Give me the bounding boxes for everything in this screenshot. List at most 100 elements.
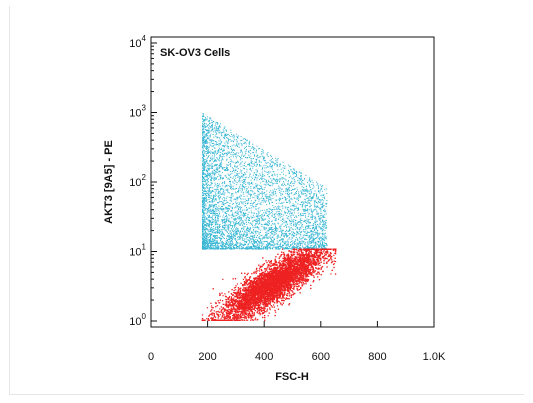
scatter-point-cyan [210,176,212,178]
scatter-point-cyan [202,167,204,169]
scatter-point-cyan [285,222,287,224]
scatter-point-cyan [290,168,292,170]
scatter-point-cyan [205,218,207,220]
scatter-point-cyan [216,235,218,237]
scatter-point-cyan [293,235,295,237]
scatter-point-cyan [251,241,253,243]
scatter-point-cyan [325,232,327,234]
scatter-point-cyan [227,228,229,230]
scatter-point-cyan [204,224,206,226]
scatter-point-cyan [300,202,302,204]
scatter-point-cyan [285,192,287,194]
scatter-point-cyan [207,120,209,122]
scatter-point-cyan [271,236,273,238]
scatter-point-cyan [220,177,222,179]
scatter-point-cyan [209,160,211,162]
scatter-point-cyan [256,248,258,250]
scatter-point-cyan [261,177,263,179]
scatter-point-cyan [252,217,254,219]
scatter-point-cyan [213,248,215,250]
scatter-point-cyan [234,198,236,200]
scatter-point-cyan [255,173,257,175]
scatter-point-cyan [207,243,209,245]
scatter-point-cyan [222,188,224,190]
scatter-point-cyan [212,243,214,245]
scatter-point-cyan [203,199,205,201]
scatter-point-cyan [244,219,246,221]
scatter-point-cyan [241,188,243,190]
scatter-point-cyan [286,241,288,243]
scatter-point-cyan [282,207,284,209]
scatter-point-cyan [264,186,266,188]
scatter-point-cyan [261,175,263,177]
scatter-point-cyan [204,187,206,189]
scatter-point-cyan [203,168,205,170]
scatter-point-cyan [209,216,211,218]
scatter-point-cyan [304,205,306,207]
scatter-point-cyan [248,141,250,143]
scatter-point-cyan [206,247,208,249]
scatter-point-cyan [218,143,220,145]
scatter-point-cyan [207,210,209,212]
scatter-point-cyan [300,178,302,180]
scatter-point-cyan [202,206,204,208]
scatter-point-cyan [271,182,273,184]
scatter-point-cyan [271,221,273,223]
scatter-point-cyan [315,237,317,239]
scatter-point-cyan [218,145,220,147]
scatter-point-cyan [223,145,225,147]
scatter-point-cyan [203,138,205,140]
scatter-point-cyan [249,228,251,230]
scatter-point-cyan [207,222,209,224]
scatter-point-cyan [277,228,279,230]
scatter-point-cyan [283,222,285,224]
scatter-point-cyan [322,200,324,202]
scatter-point-cyan [322,239,324,241]
scatter-point-cyan [228,226,230,228]
scatter-point-cyan [292,171,294,173]
scatter-point-cyan [262,189,264,191]
scatter-point-cyan [204,246,206,248]
scatter-point-cyan [266,230,268,232]
scatter-point-cyan [298,194,300,196]
scatter-point-cyan [300,190,302,192]
scatter-point-cyan [247,151,249,153]
scatter-point-cyan [204,229,206,231]
scatter-point-cyan [264,223,266,225]
scatter-point-cyan [325,237,327,239]
scatter-point-cyan [207,233,209,235]
scatter-point-cyan [210,212,212,214]
scatter-point-cyan [319,208,321,210]
scatter-point-cyan [258,218,260,220]
scatter-point-cyan [202,135,204,137]
scatter-point-cyan [209,189,211,191]
scatter-point-cyan [271,161,273,163]
scatter-point-cyan [265,162,267,164]
scatter-point-cyan [305,244,307,246]
scatter-point-cyan [317,188,319,190]
scatter-point-cyan [202,246,204,248]
scatter-point-cyan [282,240,284,242]
scatter-point-cyan [289,241,291,243]
scatter-point-cyan [201,163,203,165]
scatter-point-cyan [202,202,204,204]
scatter-point-cyan [220,154,222,156]
scatter-point-cyan [264,229,266,231]
scatter-point-cyan [215,206,217,208]
scatter-point-cyan [267,222,269,224]
scatter-point-cyan [213,239,215,241]
scatter-point-cyan [224,222,226,224]
scatter-point-cyan [223,190,225,192]
scatter-point-cyan [227,188,229,190]
scatter-point-cyan [230,247,232,249]
scatter-point-cyan [307,247,309,249]
scatter-point-cyan [271,210,273,212]
scatter-point-cyan [279,206,281,208]
scatter-point-cyan [312,214,314,216]
scatter-point-cyan [265,171,267,173]
scatter-point-cyan [218,170,220,172]
scatter-point-cyan [237,213,239,215]
scatter-point-cyan [298,181,300,183]
scatter-point-cyan [257,177,259,179]
scatter-point-cyan [322,235,324,237]
